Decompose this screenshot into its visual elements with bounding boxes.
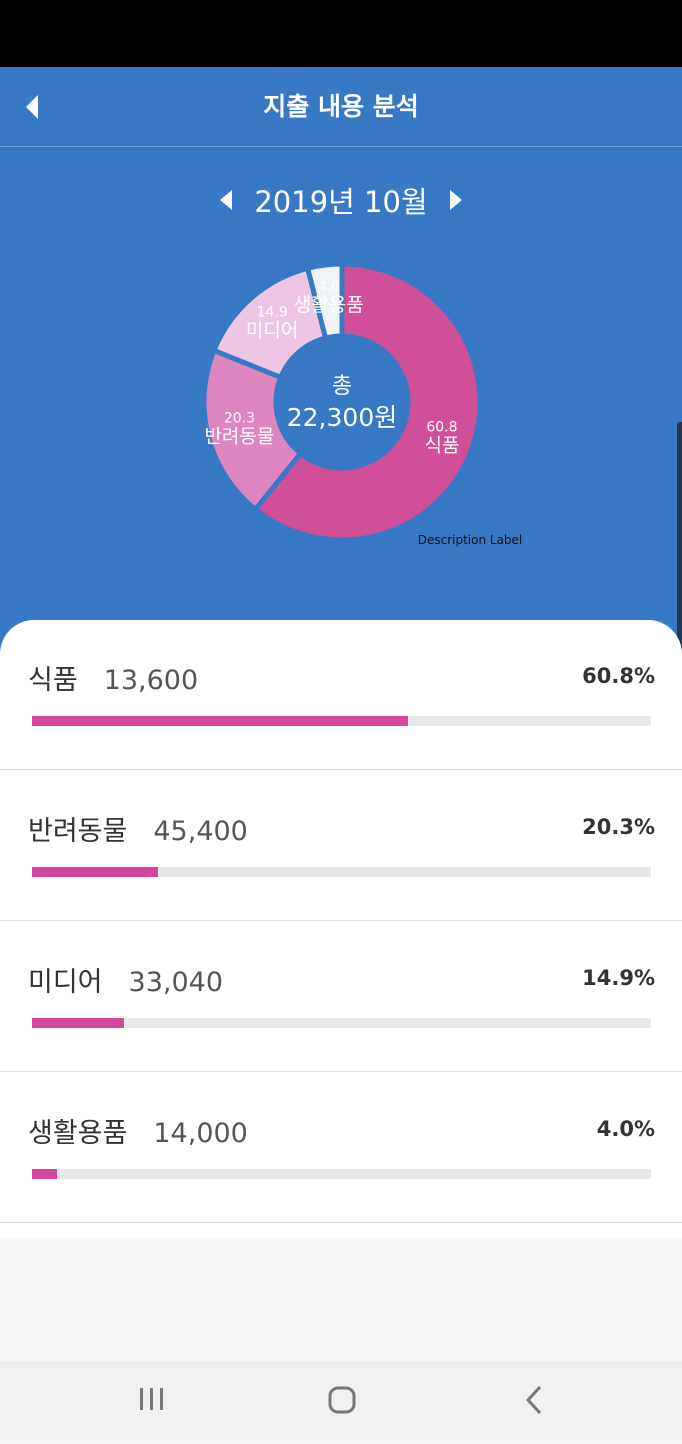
category-name: 식품 (28, 665, 78, 696)
donut-slice[interactable] (304, 261, 345, 342)
category-progress-fill (32, 1169, 57, 1179)
recent-apps-icon[interactable] (140, 1388, 163, 1410)
home-icon[interactable] (328, 1386, 356, 1414)
next-month-button[interactable] (444, 184, 468, 216)
category-name: 생활용품 (28, 1118, 128, 1149)
category-amount: 14,000 (153, 1118, 248, 1149)
slice-category-label: 반려동물 (204, 426, 274, 448)
category-amount: 45,400 (153, 816, 248, 847)
slice-category-label: 미디어 (246, 319, 298, 341)
page-title: 지출 내용 분석 (263, 92, 419, 121)
category-row[interactable]: 반려동물 45,400 20.3% (0, 771, 682, 921)
category-progress-track (32, 1169, 651, 1179)
back-button[interactable] (14, 87, 50, 127)
app-header: 지출 내용 분석 (0, 67, 682, 147)
slice-category-label: 생활용품 (294, 294, 364, 316)
caret-left-icon (220, 190, 233, 210)
category-progress-track (32, 716, 651, 726)
status-bar (0, 0, 682, 67)
chart-area: 2019년 10월 60.8 식품 20.3 반려동물 14.9 미디어 4.0 생활용품 총… (0, 147, 682, 694)
category-name: 반려동물 (28, 816, 128, 847)
caret-right-icon (449, 190, 462, 210)
slice-value-label: 4.0 (318, 279, 340, 295)
slice-value-label: 20.3 (224, 411, 255, 427)
category-list: 식품 13,600 60.8% 반려동물 45,400 20.3% 미디어 33,04… (0, 620, 682, 1238)
category-progress-fill (32, 716, 409, 726)
category-amount: 33,040 (128, 967, 224, 998)
back-icon[interactable] (525, 1385, 542, 1415)
category-percent: 60.8% (582, 664, 655, 688)
category-percent: 20.3% (582, 815, 655, 839)
category-progress-track (32, 867, 651, 877)
edge-panel-handle[interactable] (677, 422, 682, 694)
category-percent: 4.0% (596, 1117, 655, 1141)
category-name: 미디어 (28, 967, 103, 998)
category-progress-fill (32, 1018, 125, 1028)
slice-category-label: 식품 (424, 434, 459, 456)
month-navigator: 2019년 10월 (0, 175, 682, 225)
category-percent: 14.9% (582, 966, 655, 990)
donut-slice[interactable] (251, 261, 483, 543)
system-nav-bar (0, 1361, 682, 1440)
category-row[interactable]: 미디어 33,040 14.9% (0, 922, 682, 1072)
category-row[interactable]: 생활용품 14,000 4.0% (0, 1073, 682, 1223)
slice-value-label: 14.9 (257, 304, 288, 320)
prev-month-button[interactable] (214, 184, 238, 216)
category-row[interactable]: 식품 13,600 60.8% (0, 620, 682, 770)
category-progress-track (32, 1018, 651, 1028)
slice-value-label: 60.8 (426, 419, 457, 435)
donut-slice[interactable] (201, 347, 305, 513)
chart-description-label: Description Label (418, 533, 523, 547)
category-progress-fill (32, 867, 158, 877)
category-amount: 13,600 (103, 665, 199, 696)
back-arrow-icon (26, 95, 38, 119)
chart-center-label: 총 (332, 374, 352, 399)
month-label: 2019년 10월 (254, 185, 428, 219)
chart-total-value: 22,300원 (287, 403, 397, 432)
donut-slices (201, 261, 483, 543)
